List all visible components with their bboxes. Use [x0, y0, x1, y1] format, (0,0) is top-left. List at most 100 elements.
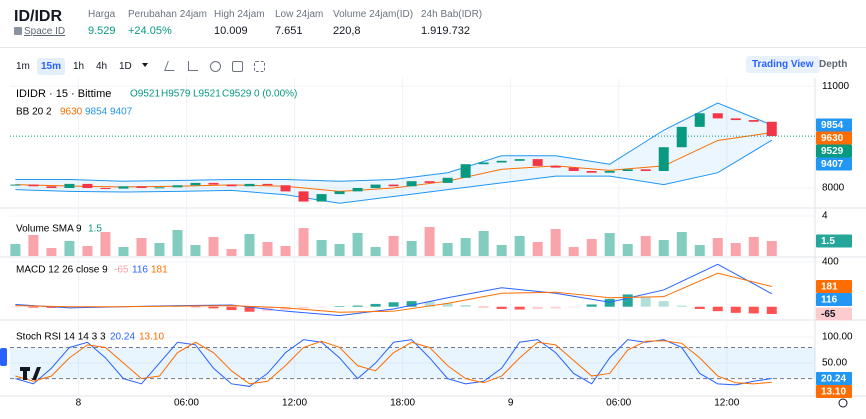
macd-histogram [10, 306, 21, 308]
macd-histogram [352, 305, 363, 307]
bb-fill [15, 103, 772, 204]
volume-bar [388, 236, 399, 256]
volume-bar [370, 247, 381, 256]
stat-label: Volume 24jam(ID) [333, 9, 414, 20]
candle [136, 186, 147, 188]
macd-histogram [586, 304, 597, 307]
fullscreen-tool[interactable] [254, 61, 265, 72]
bb-value: 9854 [85, 107, 108, 118]
price-tag-label: 20.24 [821, 374, 846, 385]
volume-bar [586, 239, 597, 256]
y-tick-label: 4 [822, 211, 828, 222]
y-tick-label: 100.00 [822, 332, 853, 343]
macd-value: 116 [132, 265, 148, 276]
candle [640, 169, 651, 172]
candle [388, 184, 399, 187]
macd-histogram [532, 306, 543, 309]
bb-value: 9407 [110, 107, 133, 118]
macd-histogram [658, 301, 669, 307]
candle [46, 186, 57, 188]
stat-value: 10.009 [214, 25, 248, 37]
candle [442, 177, 453, 183]
macd-histogram [478, 306, 489, 308]
interval-button[interactable]: 1m [16, 61, 30, 72]
candle [766, 121, 777, 137]
x-tick-label: 06:00 [174, 398, 199, 409]
candle [28, 184, 39, 187]
macd-value: 181 [151, 265, 168, 276]
volume-bar [460, 238, 471, 256]
volume-bar [532, 242, 543, 256]
x-tick-label: 12:00 [714, 398, 739, 409]
token-name[interactable]: Space ID [24, 26, 66, 37]
volume-bar [46, 248, 57, 256]
interval-button[interactable]: 4h [96, 61, 108, 72]
volume-bar [154, 243, 165, 256]
candle [586, 171, 597, 173]
price-tag [816, 385, 852, 399]
macd-histogram [316, 306, 327, 308]
macd-legend: MACD 12 26 close 9 [16, 265, 108, 276]
price-tag [816, 279, 852, 293]
candle [280, 185, 291, 192]
stat: 24h Bab(IDR) 1.919.732 [421, 9, 482, 37]
stoch-band [10, 347, 815, 379]
y-tick-label: 50.00 [822, 358, 847, 369]
snapshot-tool[interactable] [232, 61, 243, 72]
macd-histogram [712, 306, 723, 312]
stoch-k [15, 339, 772, 387]
stat: Volume 24jam(ID) 220,8 [333, 9, 413, 37]
x-tick-label: 9 [508, 398, 514, 409]
ohlc-value: H9579 [161, 89, 191, 100]
stat-label: 24h Bab(IDR) [421, 9, 483, 20]
stat-value: 220,8 [333, 25, 361, 37]
indicator-tool[interactable] [188, 61, 198, 71]
macd-histogram [514, 306, 525, 310]
price-tag-label: 9407 [821, 159, 844, 170]
settings-tool[interactable] [210, 61, 221, 72]
candle [622, 169, 633, 172]
stat-label: Low 24jam [275, 9, 324, 20]
candle [64, 183, 75, 188]
stat-value: 7.651 [275, 25, 303, 37]
macd-histogram [388, 302, 399, 307]
macd-histogram [694, 306, 705, 309]
candle [298, 191, 309, 202]
market-header: ID/IDR Space ID Harga 9.529 Perubahan 24j… [0, 0, 866, 48]
interval-button[interactable]: 1h [73, 61, 85, 72]
stat-value: 1.919.732 [421, 25, 470, 37]
candle [730, 118, 741, 121]
stat: Harga 9.529 [88, 9, 116, 37]
candle [10, 184, 21, 186]
interval-button[interactable]: 15m [37, 58, 66, 75]
price-tag [816, 144, 852, 158]
volume-legend: Volume SMA 9 [16, 224, 82, 235]
volume-bar [172, 230, 183, 256]
ohlc-value: O9521 [130, 89, 160, 100]
price-tag-label: 9854 [821, 120, 844, 131]
volume-bar [208, 237, 219, 256]
interval-button[interactable]: 1D [119, 61, 132, 72]
volume-bar [622, 244, 633, 256]
candle [100, 187, 111, 189]
volume-bar [352, 233, 363, 256]
candle [406, 181, 417, 187]
volume-bar [280, 246, 291, 256]
y-tick-label: 8000 [822, 183, 845, 194]
candle [496, 160, 507, 163]
macd-histogram [568, 306, 579, 308]
volume-bar [316, 240, 327, 256]
candle [154, 187, 165, 189]
volume-bar [514, 236, 525, 256]
x-tick-label: 06:00 [606, 398, 631, 409]
candle [370, 184, 381, 188]
view-tab[interactable]: Trading View [746, 56, 820, 73]
dropdown-arrow[interactable] [142, 63, 148, 67]
volume-bar [424, 227, 435, 256]
volume-bar [568, 247, 579, 256]
volume-bar [334, 244, 345, 256]
macd-histogram [766, 306, 777, 314]
volume-bar [676, 232, 687, 256]
ohlc-value: 0 (0.00%) [254, 89, 297, 100]
view-tab[interactable]: Depth [819, 59, 848, 70]
